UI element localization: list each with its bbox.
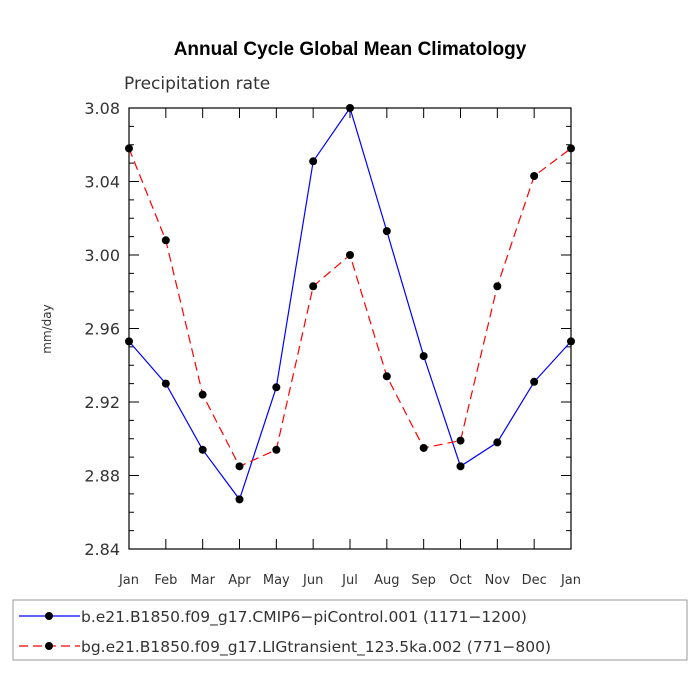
y-axis-label: mm/day [40, 304, 54, 354]
x-tick-label: Jan [118, 573, 139, 588]
y-tick-label: 2.88 [84, 467, 120, 486]
data-point-series-2 [530, 171, 539, 180]
x-tick-label: Jan [560, 573, 581, 588]
y-tick-label: 3.08 [84, 99, 120, 118]
data-point-series-1 [382, 227, 391, 236]
data-point-series-2 [456, 436, 465, 445]
data-point-series-1 [530, 377, 539, 386]
y-tick-label: 3.00 [84, 246, 120, 265]
data-point-series-2 [161, 236, 170, 245]
data-point-series-2 [346, 251, 354, 259]
data-point-series-2 [567, 144, 575, 153]
axis-ticks [128, 107, 572, 550]
data-point-series-2 [382, 372, 391, 381]
x-tick-label: Apr [228, 573, 251, 588]
data-point-series-2 [309, 282, 318, 291]
series-line-1 [128, 106, 572, 501]
x-tick-labels: Jan Feb Mar Apr May Jun Jul Aug Sep Oct Nov Dec Jan [118, 573, 581, 588]
legend: b.e21.B1850.f09_g17.CMIP6−piControl.001 … [19, 608, 551, 657]
chart-subtitle: Precipitation rate [124, 74, 270, 94]
legend-label-2: bg.e21.B1850.f09_g17.LIGtransient_123.5k… [81, 638, 551, 657]
x-tick-label: Feb [154, 573, 177, 588]
data-point-series-1 [456, 462, 465, 471]
data-point-series-1 [567, 337, 575, 346]
data-point-series-2 [198, 390, 207, 399]
legend-label-1: b.e21.B1850.f09_g17.CMIP6−piControl.001 … [81, 608, 527, 627]
legend-marker-2 [45, 642, 53, 650]
data-point-series-2 [493, 282, 502, 291]
x-tick-label: May [263, 573, 290, 588]
chart-title: Annual Cycle Global Mean Climatology [174, 39, 527, 60]
data-point-series-2 [125, 144, 133, 153]
y-tick-label: 2.96 [84, 320, 120, 339]
y-tick-labels: 2.84 2.88 2.92 2.96 3.00 3.04 3.08 [84, 99, 120, 559]
plot-frame [128, 107, 572, 550]
data-point-series-1 [198, 445, 207, 454]
data-point-series-1 [493, 438, 502, 447]
series-layer [125, 104, 575, 504]
x-tick-label: Oct [449, 573, 471, 588]
data-point-series-1 [419, 352, 428, 361]
legend-box [12, 599, 688, 661]
data-point-series-2 [235, 462, 244, 471]
x-tick-label: Aug [374, 573, 399, 588]
series-line-2 [128, 147, 572, 468]
data-point-series-1 [272, 383, 281, 392]
x-tick-label: Mar [190, 573, 215, 588]
y-tick-label: 2.92 [84, 393, 120, 412]
data-point-series-1 [309, 157, 318, 166]
data-point-series-1 [346, 104, 354, 112]
x-tick-label: Jul [341, 573, 358, 588]
y-tick-label: 3.04 [84, 173, 120, 192]
data-point-series-1 [235, 495, 244, 504]
data-point-series-1 [125, 337, 133, 346]
data-point-series-1 [161, 379, 170, 388]
x-tick-label: Jun [302, 573, 323, 588]
x-tick-label: Sep [411, 573, 436, 588]
y-tick-label: 2.84 [84, 540, 120, 559]
x-tick-label: Nov [485, 573, 511, 588]
x-tick-label: Dec [522, 573, 547, 588]
data-point-series-2 [419, 443, 428, 452]
legend-marker-1 [45, 612, 53, 620]
data-point-series-2 [272, 445, 281, 454]
